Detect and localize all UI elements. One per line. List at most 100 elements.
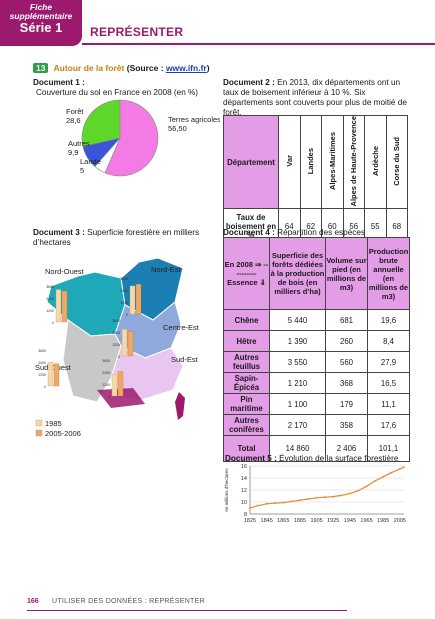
doc4-row-name: Chêne	[223, 309, 270, 331]
pie-label: Lande	[80, 157, 101, 166]
table-row: Sapin-Épicéa 1 210 368 16,5	[223, 372, 410, 394]
pie-slice	[82, 137, 121, 167]
map-region-label: Nord-Ouest	[45, 267, 85, 276]
doc4-cell: 2 406	[325, 435, 368, 462]
doc2-header-dept: Département	[223, 114, 279, 210]
series-tab: Fiche supplémentaire Série 1	[0, 0, 82, 46]
doc4-cell: 3 550	[269, 351, 326, 373]
doc2-dept-cell: Landes	[299, 114, 322, 210]
series-point	[290, 500, 293, 503]
section-heading: 13 Autour de la forêt (Source : www.ifn.…	[33, 63, 210, 73]
doc2-dept-cell: Var	[278, 114, 301, 210]
map-bar-1985	[129, 285, 136, 315]
doc5-line-chart: 8 10 12 14 16 1825 1845 1865 1885 1905 1925 1945 196…	[224, 464, 406, 524]
map-tick-label: 0	[108, 395, 110, 399]
x-tick-label: 1965	[360, 518, 372, 524]
x-tick-label: 1845	[261, 518, 273, 524]
x-tick-label: 2005	[394, 518, 406, 524]
doc4-row-name: Pin maritime	[223, 393, 270, 415]
header-rule	[82, 43, 435, 45]
pie-label: Autres	[68, 139, 90, 148]
corse-island	[175, 392, 185, 420]
doc4-cell: 368	[325, 372, 368, 394]
doc4-cell: 2 170	[269, 414, 326, 436]
map-tick-label: 0	[52, 321, 54, 325]
map-tick-label: 0	[118, 355, 120, 359]
doc4-cell: 8,4	[367, 330, 410, 352]
doc4-cell: 19,6	[367, 309, 410, 331]
table-row: Total 14 860 2 406 101,1	[223, 435, 410, 462]
y-tick-label: 8	[244, 512, 247, 518]
pie-value: 56,50	[168, 124, 187, 133]
x-tick-label: 1905	[310, 518, 322, 524]
map-tick-label: 2400	[38, 361, 46, 365]
series-point	[299, 499, 301, 502]
map-tick-label: 3600	[38, 349, 46, 353]
doc4-cell: 17,6	[367, 414, 410, 436]
x-tick-label: 1865	[277, 518, 289, 524]
series-point	[373, 480, 376, 482]
doc4-cell: 101,1	[367, 435, 410, 462]
doc3-map: Nord-Ouest Nord-Est Centre-Est Sud-Ouest Sud…	[35, 257, 200, 438]
y-tick-label: 12	[241, 488, 247, 494]
series-point	[249, 507, 251, 509]
doc1-label: Document 1 :	[33, 78, 85, 87]
doc4-cell: 179	[325, 393, 368, 415]
doc4-cell: 11,1	[367, 393, 410, 415]
series-line	[249, 466, 405, 509]
page-number: 166	[27, 598, 39, 605]
south-coast-band	[97, 388, 145, 408]
series-point	[332, 495, 335, 498]
series-point	[382, 475, 385, 478]
legend-label: 1985	[45, 419, 62, 428]
table-row: Hêtre 1 390 260 8,4	[223, 330, 410, 352]
series-point	[282, 501, 285, 504]
legend-swatch	[35, 429, 43, 437]
doc4-cell: 1 390	[269, 330, 326, 352]
map-tick-label: 3600	[102, 359, 110, 363]
doc4-col-head: Volume sur pied (en millions de m3)	[325, 237, 368, 310]
tab-top-label: Fiche supplémentaire	[9, 2, 73, 21]
y-tick-label: 16	[241, 464, 247, 470]
doc4-cell: 5 440	[269, 309, 326, 331]
map-region-label: Sud-Ouest	[35, 363, 72, 372]
y-tick-label: 10	[241, 500, 247, 506]
pie-value: 9,9	[68, 148, 78, 157]
map-tick-label: 0	[126, 313, 128, 317]
pie-slice	[104, 99, 159, 177]
map-tick-label: 2400	[46, 297, 54, 301]
doc4-row-name: Sapin-Épicéa	[223, 372, 270, 394]
map-tick-label: 1200	[38, 373, 46, 377]
series-point	[315, 496, 318, 499]
series-point	[324, 496, 326, 499]
map-tick-label: 3600	[112, 319, 120, 323]
map-tick-label: 3600	[46, 285, 54, 289]
map-bar-2005	[117, 371, 124, 397]
map-tick-label: 2400	[120, 289, 128, 293]
doc4-col-head: Production brute annuelle (en millions d…	[367, 237, 410, 310]
doc4-caption: Document 4 : Répartition des espèces	[223, 228, 365, 237]
pie-label: Terres agricoles	[168, 115, 220, 124]
series-point	[348, 492, 351, 495]
doc1-caption: Couverture du sol en France en 2008 (en …	[36, 88, 199, 97]
map-tick-label: 1200	[102, 383, 110, 387]
x-tick-label: 1945	[344, 518, 356, 524]
doc4-cell: 560	[325, 351, 368, 373]
series-point	[307, 498, 310, 500]
source-link[interactable]: www.ifn.fr	[165, 63, 207, 73]
table-row: Pin maritime 1 100 179 11,1	[223, 393, 410, 415]
map-tick-label: 1200	[120, 301, 128, 305]
series-point	[257, 504, 260, 507]
doc4-cell: 681	[325, 309, 368, 331]
doc4-col-head: Superficie des forêts dédiées à la produ…	[269, 237, 326, 310]
x-tick-label: 1985	[377, 518, 389, 524]
map-bar-1985	[111, 374, 118, 397]
series-point	[340, 494, 343, 497]
table-row: Autres feuillus 3 550 560 27,9	[223, 351, 410, 373]
map-tick-label: 2400	[102, 371, 110, 375]
doc4-row-name: Autres conifères	[223, 414, 270, 436]
doc4-row-name: Total	[223, 435, 270, 462]
series-point	[403, 466, 405, 469]
doc3-caption: Document 3 : Superficie forestière en mi…	[33, 228, 200, 247]
